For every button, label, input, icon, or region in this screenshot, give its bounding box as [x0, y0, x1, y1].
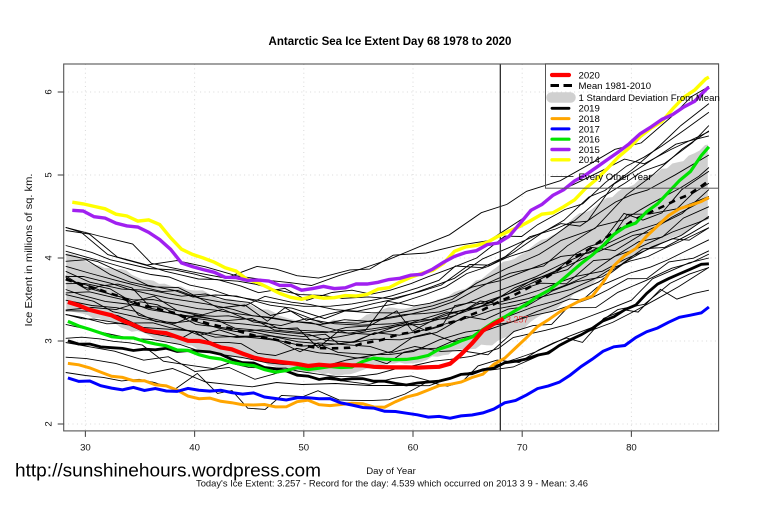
svg-text:2016: 2016	[579, 135, 600, 146]
svg-text:60: 60	[408, 443, 419, 454]
svg-text:1 Standard Deviation From Mean: 1 Standard Deviation From Mean	[579, 93, 720, 104]
svg-text:Antarctic Sea Ice Extent Day 6: Antarctic Sea Ice Extent Day 68 1978 to …	[269, 36, 512, 48]
svg-text:2019: 2019	[579, 104, 600, 115]
svg-text:40: 40	[189, 443, 200, 454]
svg-text:2017: 2017	[579, 124, 600, 135]
svg-text:2: 2	[44, 421, 55, 426]
svg-text:80: 80	[626, 443, 637, 454]
svg-text:Mean 1981-2010: Mean 1981-2010	[579, 81, 652, 92]
svg-text:http://sunshinehours.wordpress: http://sunshinehours.wordpress.com	[15, 461, 321, 481]
svg-text:2015: 2015	[579, 145, 600, 156]
svg-text:30: 30	[80, 443, 91, 454]
svg-text:4: 4	[44, 255, 55, 261]
svg-text:Every Other Year: Every Other Year	[579, 172, 653, 183]
svg-text:Ice Extent in millions of sq.: Ice Extent in millions of sq. km.	[24, 174, 35, 327]
svg-text:5: 5	[44, 172, 55, 177]
svg-text:2020: 2020	[579, 70, 600, 81]
svg-text:2014: 2014	[579, 155, 601, 166]
svg-text:3: 3	[44, 338, 55, 343]
svg-text:2018: 2018	[579, 114, 600, 125]
svg-text:3.257: 3.257	[506, 315, 529, 325]
svg-text:70: 70	[517, 443, 528, 454]
svg-text:Day of Year: Day of Year	[366, 466, 416, 477]
svg-text:Today's Ice Extent: 3.257 - R: Today's Ice Extent: 3.257 - Record for t…	[196, 479, 588, 489]
svg-text:6: 6	[44, 89, 55, 94]
svg-text:50: 50	[298, 443, 309, 454]
